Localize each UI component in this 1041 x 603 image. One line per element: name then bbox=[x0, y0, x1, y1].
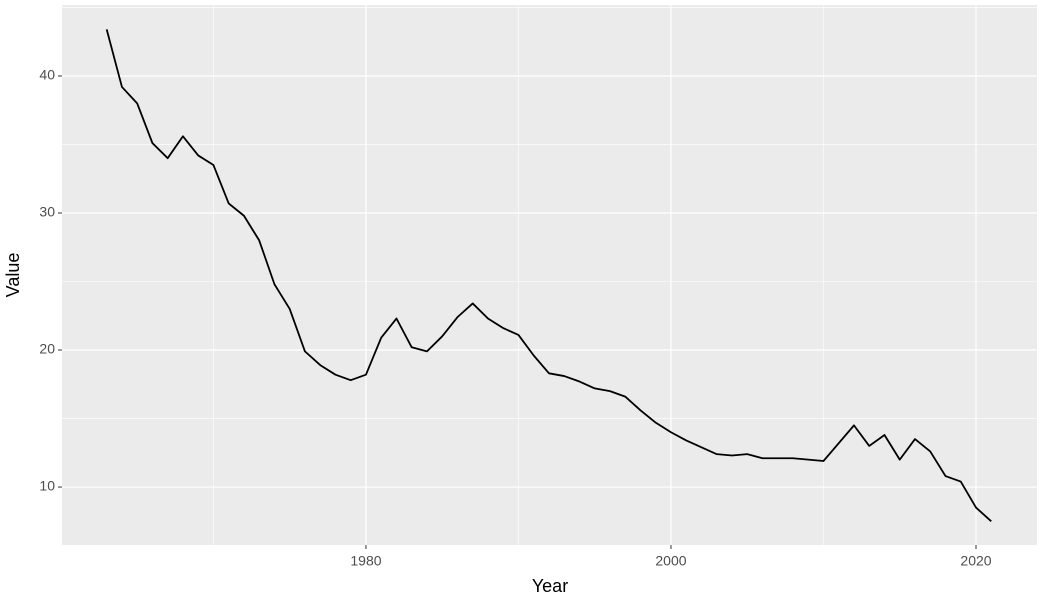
y-tick-label: 10 bbox=[39, 478, 55, 494]
y-tick-label: 40 bbox=[39, 67, 55, 83]
panel bbox=[62, 5, 1037, 545]
x-axis-title: Year bbox=[532, 576, 568, 596]
y-tick-label: 20 bbox=[39, 341, 55, 357]
x-tick-label: 2000 bbox=[655, 553, 686, 569]
x-tick-label: 2020 bbox=[960, 553, 991, 569]
line bbox=[105, 29, 992, 522]
y-tick-label: 30 bbox=[39, 204, 55, 220]
y-axis-title: Value bbox=[3, 253, 23, 298]
x-tick-label: 1980 bbox=[350, 553, 381, 569]
